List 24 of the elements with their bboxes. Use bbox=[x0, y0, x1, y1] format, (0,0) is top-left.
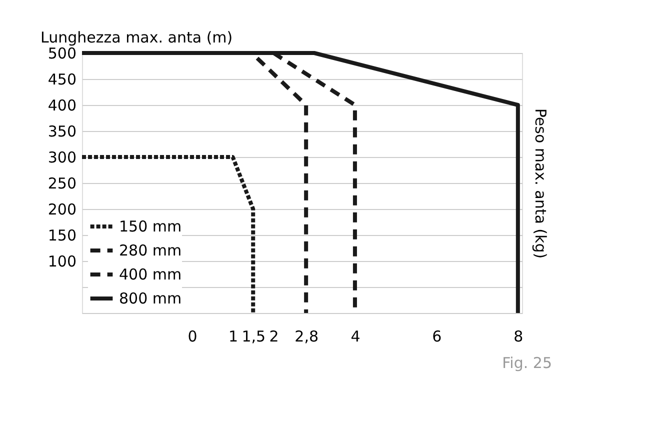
y2-axis-title: Peso max. anta (kg) bbox=[532, 108, 550, 259]
y-tick-label: 450 bbox=[48, 70, 76, 88]
x-tick-label: 2,8 bbox=[294, 328, 319, 346]
y-axis-title: Lunghezza max. anta (m) bbox=[40, 28, 233, 46]
x-tick-label: 4 bbox=[350, 328, 360, 346]
legend-label: 800 mm bbox=[119, 290, 182, 308]
y-tick-label: 150 bbox=[48, 226, 76, 244]
x-tick-label: 2 bbox=[269, 328, 279, 346]
x-tick-label: 1,5 bbox=[242, 328, 266, 346]
y-tick-label: 350 bbox=[48, 122, 76, 140]
y-tick-label: 100 bbox=[48, 252, 76, 270]
legend-label: 400 mm bbox=[119, 266, 182, 284]
y-tick-label: 250 bbox=[48, 174, 76, 192]
x-tick-label: 8 bbox=[514, 328, 524, 346]
y-tick-label: 300 bbox=[48, 148, 76, 166]
y-tick-label: 500 bbox=[48, 44, 76, 62]
caption: Fig. 25 bbox=[502, 354, 552, 372]
x-tick-label: 6 bbox=[432, 328, 442, 346]
legend-label: 150 mm bbox=[119, 218, 182, 236]
x-tick-label: 1 bbox=[228, 328, 238, 346]
legend-label: 280 mm bbox=[119, 242, 182, 260]
x-tick-label: 0 bbox=[188, 328, 198, 346]
y-tick-label: 400 bbox=[48, 96, 76, 114]
y-tick-label: 200 bbox=[48, 200, 76, 218]
